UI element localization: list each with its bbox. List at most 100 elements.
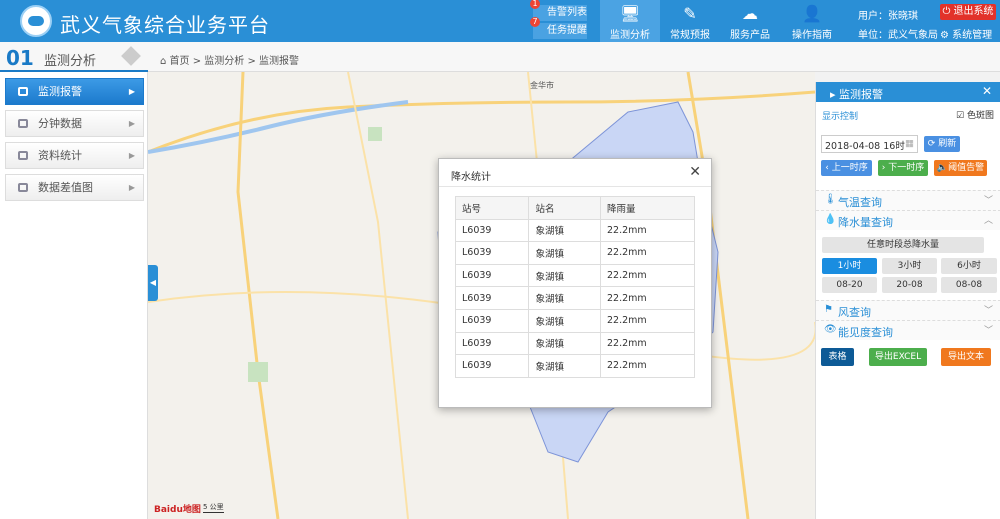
nav-label: 监测分析: [610, 30, 650, 41]
refresh-label: 刷新: [938, 139, 957, 149]
table-button[interactable]: 表格: [821, 348, 854, 366]
threshold-alarm-button[interactable]: 🔈阈值告警: [934, 160, 987, 176]
table-cell: 象湖镇: [528, 354, 601, 378]
temp-query-section[interactable]: 🌡 气温查询 ﹀: [816, 190, 1000, 210]
wind-query-section[interactable]: ⚑ 风查询 ﹀: [816, 300, 1000, 320]
table-cell: 22.2mm: [599, 308, 696, 333]
weather-icon: ☁: [742, 4, 758, 23]
monitor-icon: 🖥: [620, 4, 641, 23]
table-cell: 象湖镇: [528, 218, 601, 243]
refresh-button[interactable]: ⟳ 刷新: [924, 136, 960, 152]
export-excel-button[interactable]: 导出EXCEL: [869, 348, 927, 366]
nav-monitor[interactable]: 🖥 监测分析: [600, 0, 660, 42]
sidebar-item-statistics[interactable]: 资料统计 ▶: [5, 142, 144, 169]
logout-button[interactable]: ⏻ 退出系统: [940, 4, 996, 20]
system-manage-label: 系统管理: [952, 30, 993, 41]
visibility-query-section[interactable]: 👁 能见度查询 ﹀: [816, 320, 1000, 340]
prev-label: 上一时序: [831, 163, 868, 173]
period-1h-button[interactable]: 1小时: [822, 258, 877, 274]
logout-label: 退出系统: [953, 6, 994, 17]
table-cell: 22.2mm: [599, 241, 696, 265]
table-row: L6039 象湖镇 22.2mm: [454, 308, 696, 333]
task-reminder-label: 任务提醒: [547, 25, 587, 36]
baidu-logo: Baidu地图: [154, 505, 201, 515]
nav-label: 服务产品: [730, 30, 770, 41]
alert-list-button[interactable]: 1 告警列表: [530, 0, 587, 21]
table-row: L6039 象湖镇 22.2mm: [454, 354, 696, 378]
map-city-label: 金华市: [530, 81, 554, 90]
table-cell: 22.2mm: [599, 218, 696, 243]
table-cell: L6039: [454, 308, 530, 333]
sidebar-item-label: 资料统计: [38, 149, 82, 162]
sidebar-item-monitor-alarm[interactable]: 监测报警 ▶: [5, 78, 144, 105]
sidebar-item-label: 分钟数据: [38, 117, 82, 130]
table-cell: L6039: [454, 331, 530, 356]
table-cell: 象湖镇: [528, 263, 601, 288]
any-period-button[interactable]: 任意时段总降水量: [822, 237, 984, 253]
chevron-right-icon: ▶: [128, 119, 135, 128]
rainfall-table: 站号 站名 降雨量 L6039 象湖镇 22.2mm L6039 象湖镇 22.2mm L6…: [454, 196, 696, 378]
display-control-label: 显示控制: [822, 112, 859, 122]
map-scale: 5 公里: [203, 503, 224, 513]
table-cell: 象湖镇: [528, 308, 601, 333]
nav-label: 常规预报: [670, 30, 710, 41]
wind-icon: ⚑: [824, 304, 833, 315]
sidebar: 监测报警 ▶ 分钟数据 ▶ 资料统计 ▶ 数据差值图 ▶: [0, 72, 148, 519]
color-map-label: 色斑图: [966, 111, 994, 121]
period-08-08-button[interactable]: 08-08: [941, 277, 997, 293]
nav-service[interactable]: ☁ 服务产品: [720, 0, 780, 42]
rain-query-section[interactable]: 💧 降水量查询 ︿: [816, 210, 1000, 230]
logo-icon: [20, 5, 52, 37]
section-title: 监测分析: [44, 54, 97, 69]
datetime-value: 2018-04-08 16时: [825, 141, 905, 152]
user-unit: 单位：武义气象局: [858, 30, 938, 41]
sidebar-item-label: 监测报警: [38, 85, 82, 98]
chevron-right-icon: ▶: [128, 183, 135, 192]
close-icon[interactable]: ✕: [981, 84, 992, 98]
table-cell: L6039: [454, 354, 530, 378]
datetime-input[interactable]: 2018-04-08 16时 ▦: [821, 135, 918, 153]
dialog-title: 降水统计: [439, 159, 711, 187]
monitor-icon: [18, 183, 28, 192]
period-20-08-button[interactable]: 20-08: [882, 277, 937, 293]
eye-icon: 👁: [824, 324, 837, 335]
close-icon[interactable]: ✕: [689, 164, 701, 180]
section-label: 能见度查询: [838, 326, 893, 339]
export-text-button[interactable]: 导出文本: [941, 348, 991, 366]
section-label: 风查询: [838, 306, 871, 319]
alert-count-badge: 1: [530, 0, 540, 9]
sidebar-item-interpolation[interactable]: 数据差值图 ▶: [5, 174, 144, 201]
period-6h-button[interactable]: 6小时: [941, 258, 997, 274]
nav-guide[interactable]: 👤 操作指南: [782, 0, 842, 42]
period-08-20-button[interactable]: 08-20: [822, 277, 877, 293]
color-map-checkbox[interactable]: ☑ 色斑图: [956, 111, 994, 121]
right-panel: ▸ 监测报警 ✕ 显示控制 ☑ 色斑图 2018-04-08 16时 ▦ ⟳ 刷新 …: [815, 82, 1000, 519]
section-label: 气温查询: [838, 196, 882, 209]
breadcrumb: ⌂ 首页 > 监测分析 > 监测报警: [160, 56, 300, 67]
edit-icon: ✎: [683, 4, 697, 23]
user-name: 用户：张晓琪: [858, 11, 918, 22]
table-cell: 象湖镇: [528, 331, 601, 356]
sidebar-collapse-button[interactable]: ◀: [148, 265, 158, 301]
next-button[interactable]: › 下一时序: [878, 160, 928, 176]
monitor-icon: [18, 87, 28, 96]
sidebar-item-minute-data[interactable]: 分钟数据 ▶: [5, 110, 144, 137]
system-manage-button[interactable]: ⚙ 系统管理: [940, 30, 993, 41]
chevron-down-icon: ﹀: [983, 306, 993, 316]
prev-button[interactable]: ‹ 上一时序: [821, 160, 872, 176]
task-reminder-button[interactable]: 7 任务提醒: [530, 17, 587, 39]
nav-forecast[interactable]: ✎ 常规预报: [660, 0, 720, 42]
chevron-down-icon: ﹀: [983, 326, 993, 336]
table-cell: L6039: [454, 218, 530, 243]
section-underline: [0, 70, 148, 72]
section-label: 降水量查询: [838, 216, 893, 229]
sub-header: [0, 42, 1000, 72]
period-3h-button[interactable]: 3小时: [882, 258, 937, 274]
top-header: 武义气象综合业务平台 1 告警列表 7 任务提醒 🖥 监测分析 ✎ 常规预报 ☁ 服务产品…: [0, 0, 1000, 42]
breadcrumb-home[interactable]: 首页: [169, 56, 190, 67]
table-cell: 22.2mm: [599, 354, 696, 378]
monitor-icon: [18, 151, 28, 160]
user-guide-icon: 👤: [802, 4, 822, 23]
table-cell: 象湖镇: [528, 286, 601, 310]
breadcrumb-monitor[interactable]: 监测分析: [204, 56, 245, 67]
